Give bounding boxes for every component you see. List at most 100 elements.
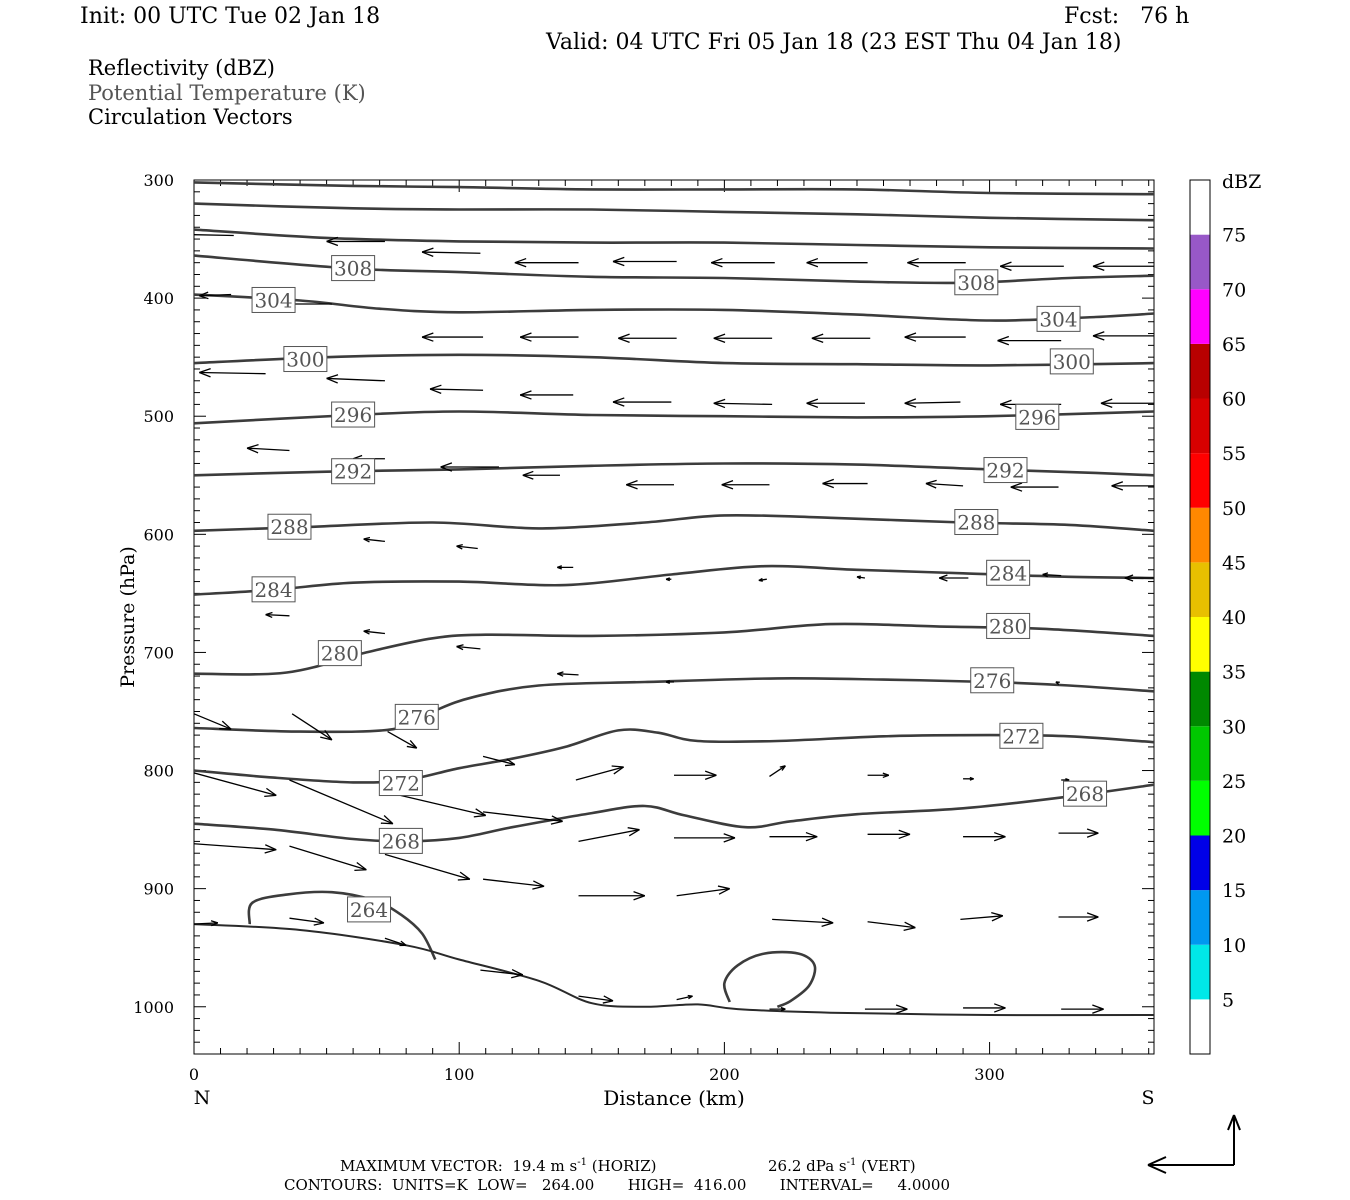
colorbar-swatch [1190,180,1210,235]
circulation-vector [289,779,394,825]
circulation-vector [674,770,717,780]
circulation-vector [482,878,545,890]
circulation-vector [519,332,579,342]
vector-head [264,849,277,854]
colorbar-swatch [1190,890,1210,945]
contour-label-text: 296 [1018,405,1056,429]
vector-head [780,1008,786,1012]
vector-head [246,444,259,449]
vector-head [925,479,937,485]
vector-shaft [482,755,516,766]
circulation-vector [480,968,524,979]
circulation-vector [665,679,674,684]
contour-label-box [986,612,1031,639]
circulation-vector [612,397,672,407]
contour-label-box [331,458,376,485]
vector-head [557,673,564,677]
vector-head [519,336,532,342]
contour-label-text: 296 [334,403,372,427]
circulation-vector [721,479,770,490]
vector-head [1092,1004,1104,1010]
vector-head [895,1004,908,1010]
vector-head [758,577,763,581]
colorbar-unit: dBZ [1222,171,1261,193]
contour-label-box [954,269,999,296]
circulation-vector [938,574,969,582]
colorbar-label: 55 [1222,443,1246,465]
vector-head [612,260,625,267]
vector-head [265,614,273,619]
circulation-vector [963,831,1006,842]
contour-label-box [394,703,439,730]
contour-label-box [267,513,312,540]
vector-head [551,815,563,822]
colorbar-label: 25 [1222,771,1246,793]
circulation-vector [246,444,290,454]
colorbar-swatch [1190,944,1210,1000]
colorbar-swatch [1190,835,1210,891]
vector-head [1086,828,1099,834]
vector-head [969,778,974,781]
vector-shaft [676,995,693,1001]
contour-label-box [331,255,376,282]
contour-label-box [331,401,376,428]
vector-head [1100,398,1113,404]
vector-head [821,917,834,924]
vector-head [665,577,671,580]
vector-shaft [904,401,961,404]
axis-ticks [193,179,1154,1055]
vector-head [618,337,630,343]
vector-head [633,891,646,897]
vector-head [806,257,819,264]
vector-head [806,402,819,408]
contour-label-box [986,559,1031,586]
vector-head [938,577,948,582]
circulation-vector [806,257,868,268]
contour-label-text: 300 [1053,350,1091,374]
circulation-vector [363,536,386,543]
vector-head [713,337,726,343]
vector-shaft [480,969,523,976]
vector-head [363,538,370,543]
vector-head [421,332,434,338]
vector-head [904,402,917,408]
circulation-vector [612,256,677,267]
vector-head [904,336,917,342]
circulation-vector [1100,398,1154,408]
vector-shaft [289,917,325,924]
colorbar-label: 15 [1222,880,1246,902]
vector-head [806,398,819,404]
vector-head [264,844,277,851]
circulation-vector [291,713,333,741]
circulation-vector [194,843,277,854]
vector-head [999,261,1012,267]
theta-contour-268 [194,783,1154,843]
vector-shaft [384,853,470,880]
y-tick-labels: 300 400 500 600 700 800 900 1000 [133,171,174,1017]
contour-label-264: 264 [347,896,392,923]
circulation-vector [904,332,966,342]
vector-head [522,474,534,480]
vector-head [1010,486,1023,492]
theta-contour-312 [194,228,1154,250]
vector-head [265,611,273,616]
circulation-vector [1010,482,1059,492]
colorbar-swatch [1190,398,1210,454]
contour-label-text: 268 [1066,782,1104,806]
vector-head [704,770,717,776]
dbz-colorbar: 5 10 15 20 25 30 35 40 45 50 55 60 65 70 75 [1189,179,1246,1055]
vector-head [811,337,824,343]
vector-head [999,399,1012,406]
contour-label-box [251,286,296,313]
vector-head [721,479,734,486]
circulation-vector [421,247,481,257]
circulation-vector [482,755,516,767]
circulation-vector [326,374,385,384]
vector-head [532,885,545,890]
vector-head [613,766,624,775]
vector-shaft [289,779,394,825]
vector-head [363,536,371,540]
vector-head [326,374,339,380]
vector-head [993,831,1006,838]
